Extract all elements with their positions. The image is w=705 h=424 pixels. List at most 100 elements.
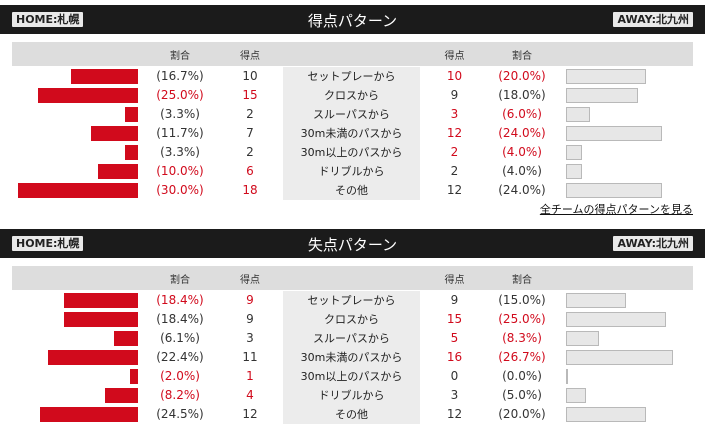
home-ratio: (11.7%) <box>156 126 204 140</box>
away-ratio: (24.0%) <box>498 126 546 140</box>
away-goals-header: 得点 <box>444 51 465 62</box>
home-ratio: (3.3%) <box>160 107 200 121</box>
away-ratio-bar <box>566 293 626 308</box>
home-goals: 1 <box>246 369 254 383</box>
away-ratio-bar <box>566 69 646 84</box>
home-ratio: (30.0%) <box>156 183 204 197</box>
home-ratio: (25.0%) <box>156 88 204 102</box>
home-ratio-bar <box>40 407 138 422</box>
away-goals: 15 <box>446 312 463 326</box>
home-goals: 7 <box>246 126 254 140</box>
away-goals: 16 <box>446 350 463 364</box>
category-label: スルーパスから <box>283 105 420 124</box>
section-title: 得点パターン <box>307 12 398 30</box>
home-ratio-bar <box>18 183 138 198</box>
home-ratio-bar <box>114 331 138 346</box>
section-title: 失点パターン <box>307 236 398 254</box>
away-ratio-bar <box>566 88 638 103</box>
category-label: ドリブルから <box>283 162 420 181</box>
away-team-label: AWAY:北九州 <box>613 236 693 251</box>
home-ratio-bar <box>105 388 138 403</box>
away-goals: 3 <box>450 388 459 402</box>
away-ratio-bar <box>566 331 599 346</box>
table-row: (30.0%) 18 その他 12 (24.0%) <box>12 181 693 200</box>
home-team-label: HOME:札幌 <box>12 12 84 27</box>
home-ratio: (24.5%) <box>156 407 204 421</box>
away-ratio-bar <box>566 369 568 384</box>
home-goals: 10 <box>242 69 258 83</box>
table-row: (6.1%) 3 スルーパスから 5 (8.3%) <box>12 329 693 348</box>
home-ratio: (6.1%) <box>160 331 200 345</box>
away-ratio-bar <box>566 126 662 141</box>
home-team-label: HOME:札幌 <box>12 236 84 251</box>
category-label: 30m以上のパスから <box>283 367 420 386</box>
home-ratio-header: 割合 <box>170 275 190 286</box>
home-goals: 11 <box>242 350 258 364</box>
home-ratio-bar <box>64 312 138 327</box>
column-header-row: 割合 得点 得点 割合 <box>12 42 693 66</box>
away-ratio-bar <box>566 312 666 327</box>
away-ratio-bar <box>566 183 662 198</box>
category-label: セットプレーから <box>283 67 420 86</box>
home-goals: 6 <box>246 164 254 178</box>
table-row: (16.7%) 10 セットプレーから 10 (20.0%) <box>12 67 693 86</box>
home-ratio: (18.4%) <box>156 293 204 307</box>
home-goals-header: 得点 <box>240 275 260 286</box>
home-ratio: (22.4%) <box>156 350 204 364</box>
home-ratio-header: 割合 <box>170 51 190 62</box>
away-ratio: (4.0%) <box>502 145 542 159</box>
home-ratio-bar <box>130 369 138 384</box>
category-label: その他 <box>283 181 420 200</box>
away-ratio: (4.0%) <box>502 164 542 178</box>
away-goals: 12 <box>446 183 463 197</box>
home-ratio: (10.0%) <box>156 164 204 178</box>
category-label: 30m未満のパスから <box>283 124 420 143</box>
away-goals: 0 <box>450 369 459 383</box>
table-row: (18.4%) 9 セットプレーから 9 (15.0%) <box>12 291 693 310</box>
away-ratio: (26.7%) <box>498 350 546 364</box>
away-goals: 12 <box>446 407 463 421</box>
away-ratio: (8.3%) <box>502 331 542 345</box>
section-header: HOME:札幌 失点パターン AWAY:北九州 <box>0 229 705 258</box>
table-row: (22.4%) 11 30m未満のパスから 16 (26.7%) <box>12 348 693 367</box>
away-ratio-bar <box>566 164 582 179</box>
home-ratio: (3.3%) <box>160 145 200 159</box>
category-label: その他 <box>283 405 420 424</box>
home-goals: 18 <box>242 183 258 197</box>
category-label: クロスから <box>283 310 420 329</box>
section-header: HOME:札幌 得点パターン AWAY:北九州 <box>0 5 705 34</box>
table-row: (3.3%) 2 スルーパスから 3 (6.0%) <box>12 105 693 124</box>
away-ratio: (20.0%) <box>498 69 546 83</box>
away-goals: 12 <box>446 126 463 140</box>
table-row: (25.0%) 15 クロスから 9 (18.0%) <box>12 86 693 105</box>
home-goals: 9 <box>246 293 254 307</box>
away-goals-header: 得点 <box>444 275 465 286</box>
away-ratio: (15.0%) <box>498 293 546 307</box>
away-ratio-bar <box>566 388 586 403</box>
away-ratio-bar <box>566 145 582 160</box>
home-ratio: (2.0%) <box>160 369 200 383</box>
away-ratio-bar <box>566 407 646 422</box>
home-goals: 2 <box>246 145 254 159</box>
away-ratio: (0.0%) <box>502 369 542 383</box>
home-goals: 4 <box>246 388 254 402</box>
category-label: セットプレーから <box>283 291 420 310</box>
home-goals: 9 <box>246 312 254 326</box>
home-ratio: (18.4%) <box>156 312 204 326</box>
category-label: 30m以上のパスから <box>283 143 420 162</box>
away-ratio: (24.0%) <box>498 183 546 197</box>
home-ratio-bar <box>98 164 138 179</box>
home-goals-header: 得点 <box>240 51 260 62</box>
home-goals: 2 <box>246 107 254 121</box>
home-goals: 3 <box>246 331 254 345</box>
table-row: (10.0%) 6 ドリブルから 2 (4.0%) <box>12 162 693 181</box>
away-team-label: AWAY:北九州 <box>613 12 693 27</box>
away-goals: 2 <box>450 164 459 178</box>
away-ratio: (18.0%) <box>498 88 546 102</box>
away-ratio: (6.0%) <box>502 107 542 121</box>
away-goals: 3 <box>450 107 459 121</box>
home-ratio: (16.7%) <box>156 69 204 83</box>
all-teams-scoring-link[interactable]: 全チームの得点パターンを見る <box>539 203 693 216</box>
home-ratio-bar <box>38 88 138 103</box>
table-row: (11.7%) 7 30m未満のパスから 12 (24.0%) <box>12 124 693 143</box>
